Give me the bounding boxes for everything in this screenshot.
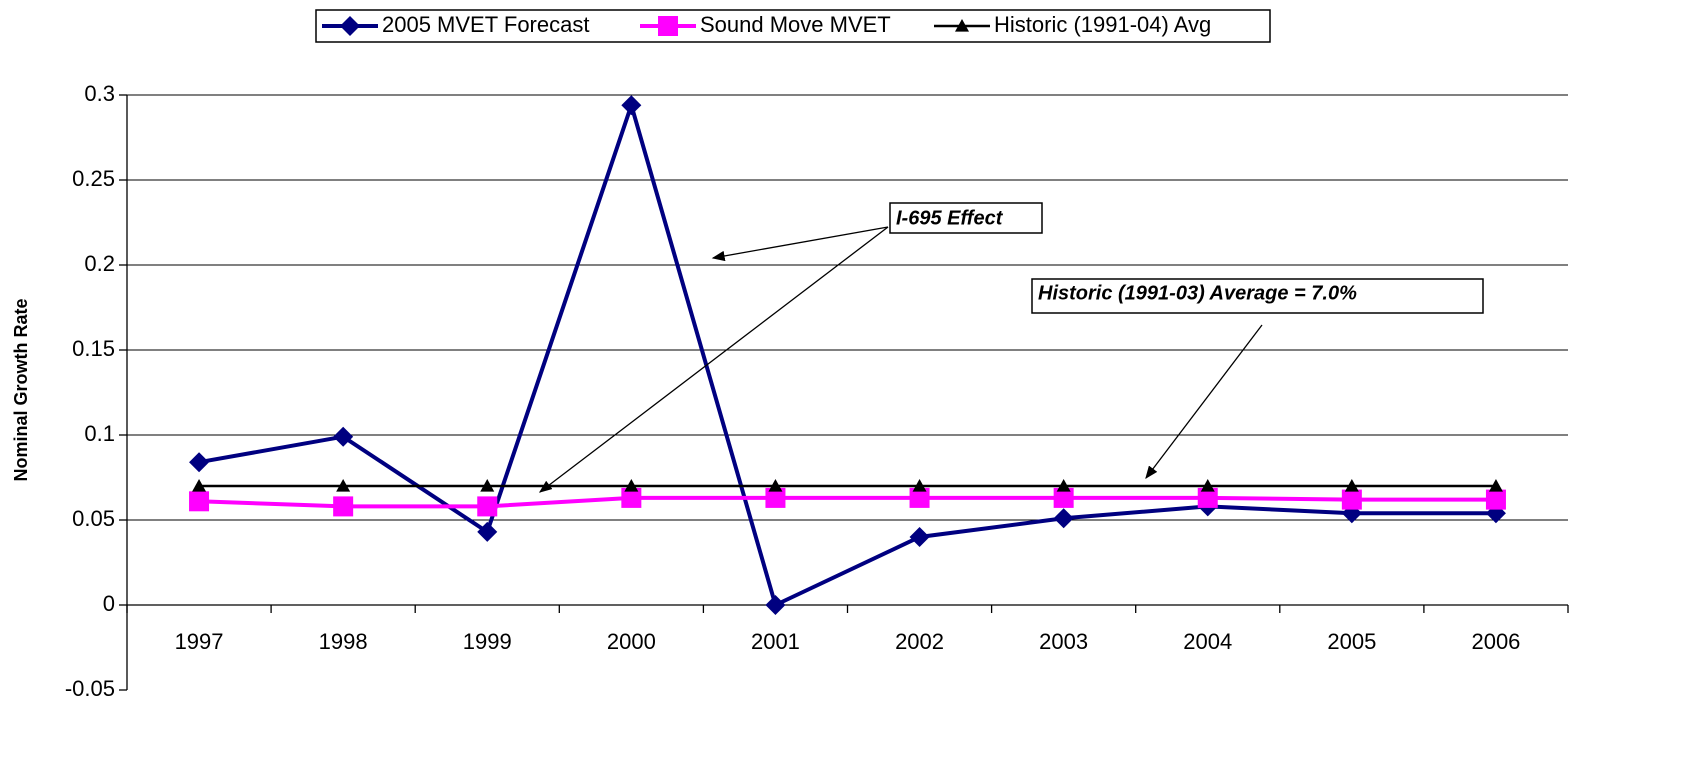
series-line [198, 495, 1496, 509]
marker [189, 491, 210, 512]
marker [1200, 479, 1215, 492]
marker [909, 527, 930, 547]
y-axis-label: Nominal Growth Rate [11, 298, 31, 481]
marker [624, 479, 639, 492]
y-tick-label: 0.05 [72, 506, 115, 531]
x-tick-label: 2004 [1183, 629, 1232, 654]
marker [1341, 489, 1362, 510]
marker [909, 487, 930, 508]
y-tick-label: 0.2 [84, 251, 115, 276]
marker [189, 452, 210, 473]
marker [1056, 479, 1071, 492]
arrow [538, 226, 889, 493]
y-tick-label: 0 [103, 591, 115, 616]
annotation: Historic (1991-03) Average = 7.0% [1038, 282, 1357, 304]
legend-label: 2005 MVET Forecast [382, 12, 589, 37]
legend-label: Historic (1991-04) Avg [994, 12, 1211, 37]
marker [480, 479, 495, 492]
marker [1488, 479, 1503, 492]
marker [621, 487, 642, 508]
x-tick-label: 1997 [175, 629, 224, 654]
x-tick-label: 2002 [895, 629, 944, 654]
marker [912, 479, 927, 492]
x-tick-label: 2005 [1327, 629, 1376, 654]
annotation: I-695 Effect [896, 207, 1004, 229]
annotation-box [889, 202, 1043, 234]
legend-box [315, 9, 1271, 43]
y-tick-label: 0.15 [72, 336, 115, 361]
x-tick-label: 2006 [1471, 629, 1520, 654]
arrow [1145, 324, 1263, 480]
marker [1053, 487, 1074, 508]
x-tick-label: 2003 [1039, 629, 1088, 654]
marker [192, 479, 207, 492]
marker [477, 496, 498, 517]
marker [621, 95, 642, 116]
y-tick-label: 0.1 [84, 421, 115, 446]
legend-label: Sound Move MVET [700, 12, 891, 37]
annotation-box [1031, 278, 1484, 314]
marker [1485, 489, 1506, 510]
marker [768, 479, 783, 492]
marker [1344, 479, 1359, 492]
y-tick-label: -0.05 [65, 676, 115, 701]
marker [333, 496, 354, 517]
arrow [711, 226, 889, 262]
x-tick-label: 1999 [463, 629, 512, 654]
series-line [198, 98, 1496, 608]
x-tick-label: 1998 [319, 629, 368, 654]
marker [1053, 508, 1074, 529]
x-tick-label: 2001 [751, 629, 800, 654]
marker [765, 595, 786, 615]
y-tick-label: 0.25 [72, 166, 115, 191]
marker [765, 487, 786, 508]
x-tick-label: 2000 [607, 629, 656, 654]
marker [1197, 487, 1218, 508]
marker [333, 426, 354, 447]
marker [477, 521, 498, 542]
y-tick-label: 0.3 [84, 81, 115, 106]
marker [336, 479, 351, 492]
